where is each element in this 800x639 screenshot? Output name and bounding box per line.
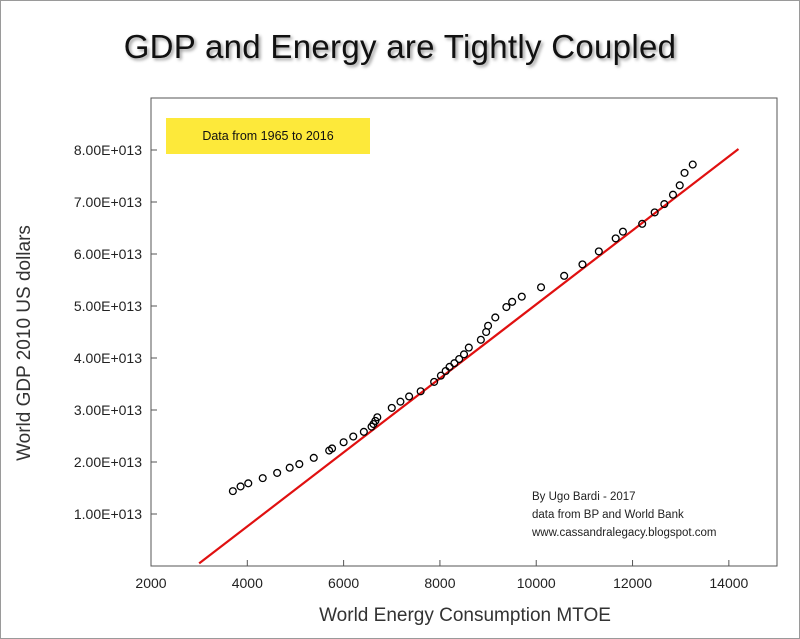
y-axis: 1.00E+013 2.00E+013 3.00E+013 4.00E+013 5.00… xyxy=(74,142,157,522)
data-point xyxy=(455,354,464,364)
y-tick-label: 6.00E+013 xyxy=(74,246,142,262)
y-tick-label: 7.00E+013 xyxy=(74,194,142,210)
data-point xyxy=(445,362,454,371)
x-tick-label: 10000 xyxy=(517,575,556,591)
data-point xyxy=(560,271,569,280)
data-point xyxy=(416,387,425,396)
fit-line-group xyxy=(198,148,740,565)
x-tick-label: 4000 xyxy=(232,575,263,591)
data-point xyxy=(668,190,678,199)
data-point xyxy=(339,438,348,447)
data-point xyxy=(536,283,546,292)
data-point xyxy=(285,463,294,472)
data-point xyxy=(273,468,282,477)
credit-source: data from BP and World Bank xyxy=(532,509,684,521)
data-point xyxy=(491,313,500,322)
data-point xyxy=(517,292,526,301)
credit-author: By Ugo Bardi - 2017 xyxy=(532,491,636,503)
y-axis-label: World GDP 2010 US dollars xyxy=(14,225,35,461)
data-point xyxy=(349,432,358,441)
data-point xyxy=(688,160,697,169)
data-point xyxy=(650,208,659,217)
x-tick-label: 12000 xyxy=(613,575,652,591)
plot-area xyxy=(150,97,778,567)
data-point xyxy=(244,479,253,488)
data-point xyxy=(450,359,459,368)
credit-url: www.cassandralegacy.blogspot.com xyxy=(531,527,717,539)
regression-line xyxy=(198,148,740,565)
data-point xyxy=(228,487,237,496)
date-range-tag: Data from 1965 to 2016 xyxy=(202,129,333,143)
data-point xyxy=(359,427,368,436)
x-axis: 2000 4000 6000 8000 10000 12000 14000 xyxy=(135,560,749,591)
x-tick-label: 6000 xyxy=(328,575,359,591)
data-point xyxy=(405,392,414,401)
y-tick-label: 8.00E+013 xyxy=(74,142,142,158)
data-point xyxy=(508,297,517,306)
data-point xyxy=(484,321,493,330)
data-point xyxy=(594,247,603,256)
data-point xyxy=(258,474,267,483)
data-point xyxy=(611,234,620,243)
data-point xyxy=(476,335,485,344)
data-point xyxy=(328,444,337,453)
data-point xyxy=(638,219,647,228)
data-point xyxy=(459,350,469,359)
x-axis-label: World Energy Consumption MTOE xyxy=(319,605,611,626)
data-point xyxy=(436,371,445,380)
data-point xyxy=(578,260,587,269)
data-point xyxy=(309,453,318,462)
y-tick-label: 3.00E+013 xyxy=(74,402,142,418)
data-point xyxy=(387,403,396,412)
data-point xyxy=(236,482,245,491)
data-point xyxy=(396,397,405,406)
data-points xyxy=(228,160,697,496)
date-range-tag-bg xyxy=(166,118,370,154)
x-tick-label: 14000 xyxy=(709,575,748,591)
data-point xyxy=(295,460,304,469)
data-point xyxy=(502,302,511,312)
chart-title: GDP and Energy are Tightly Coupled xyxy=(123,28,677,65)
y-tick-label: 1.00E+013 xyxy=(74,506,142,522)
x-tick-label: 8000 xyxy=(424,575,455,591)
y-tick-label: 2.00E+013 xyxy=(74,454,142,470)
data-point xyxy=(618,227,627,236)
data-point xyxy=(464,343,473,352)
y-tick-label: 5.00E+013 xyxy=(74,298,142,314)
data-point xyxy=(680,168,689,177)
data-point xyxy=(373,413,382,422)
data-point xyxy=(430,377,439,386)
data-point xyxy=(675,181,684,190)
x-tick-label: 2000 xyxy=(135,575,166,591)
y-tick-label: 4.00E+013 xyxy=(74,350,142,366)
data-point xyxy=(660,200,669,209)
